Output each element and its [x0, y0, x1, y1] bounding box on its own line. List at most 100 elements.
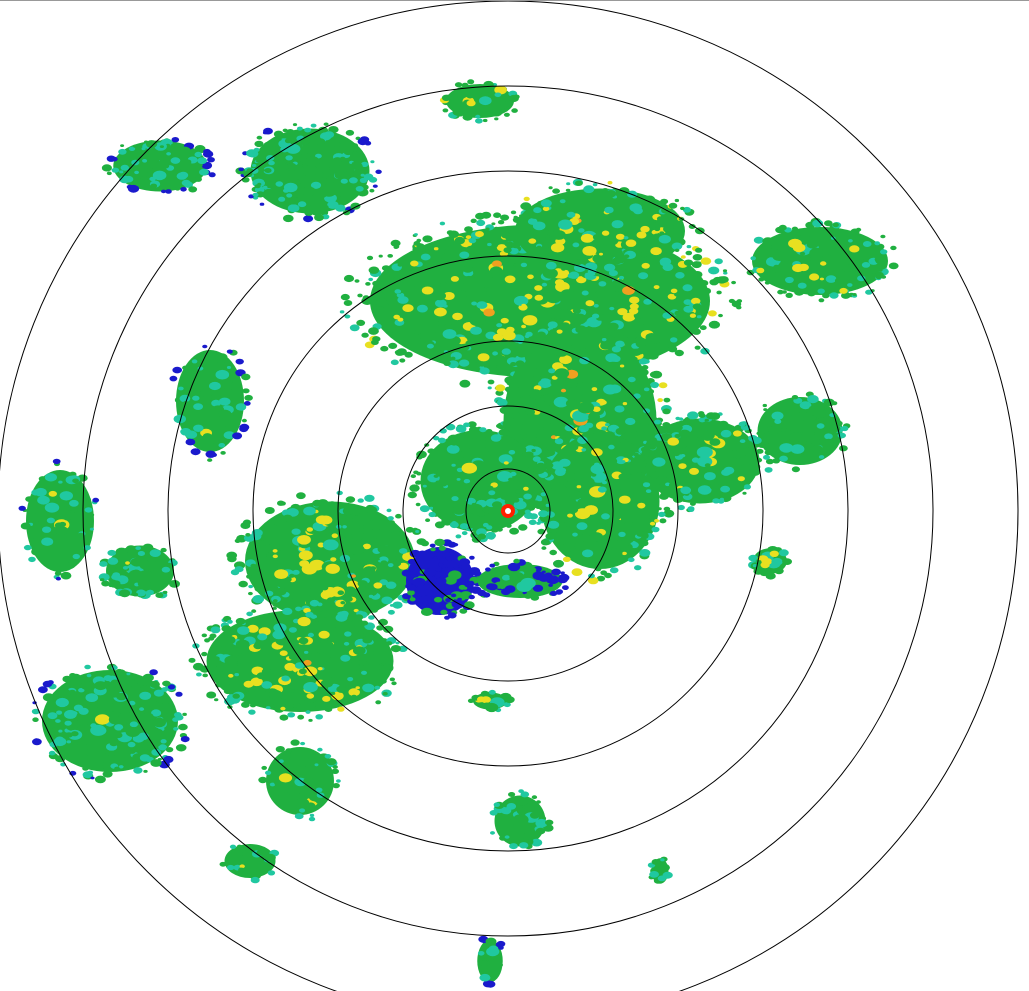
- echo-pixel: [751, 436, 762, 445]
- echo-pixel: [343, 274, 355, 283]
- echo-pixel: [809, 405, 816, 411]
- echo-pixel: [663, 397, 671, 403]
- echo-pixel: [390, 359, 399, 366]
- echo-pixel: [779, 443, 794, 453]
- echo-pixel: [607, 180, 613, 185]
- echo-pixel: [668, 202, 678, 209]
- echo-pixel: [627, 376, 636, 383]
- echo-pixel: [622, 312, 636, 322]
- echo-pixel: [229, 382, 241, 391]
- echo-pixel: [609, 306, 615, 311]
- echo-pixel: [736, 299, 743, 303]
- echo-pixel: [95, 714, 110, 725]
- echo-pixel: [42, 526, 52, 533]
- echo-pixel: [579, 356, 590, 365]
- echo-pixel: [477, 951, 485, 956]
- echo-pixel: [240, 522, 251, 529]
- echo-pixel: [517, 798, 529, 806]
- echo-pixel: [654, 519, 660, 523]
- echo-pixel: [407, 295, 414, 300]
- echo-pixel: [561, 267, 566, 271]
- echo-pixel: [292, 123, 298, 127]
- echo-pixel: [650, 370, 663, 379]
- echo-pixel: [443, 360, 451, 366]
- echo-pixel: [600, 341, 612, 350]
- echo-pixel: [193, 424, 204, 432]
- echo-pixel: [398, 562, 409, 570]
- echo-pixel: [284, 138, 292, 144]
- echo-pixel: [175, 166, 182, 171]
- echo-pixel: [419, 595, 432, 605]
- echo-pixel: [185, 430, 198, 439]
- echo-pixel: [269, 689, 283, 700]
- echo-pixel: [627, 557, 635, 563]
- echo-pixel: [640, 225, 650, 233]
- echo-pixel: [344, 631, 352, 637]
- echo-pixel: [404, 351, 413, 358]
- echo-pixel: [226, 366, 232, 369]
- echo-pixel: [479, 436, 487, 442]
- echo-pixel: [273, 159, 282, 165]
- echo-pixel: [489, 563, 496, 568]
- echo-pixel: [708, 320, 721, 329]
- echo-pixel: [167, 722, 175, 728]
- echo-pixel: [119, 170, 124, 174]
- echo-pixel: [330, 700, 338, 705]
- echo-pixel: [322, 695, 331, 702]
- echo-pixel: [362, 636, 373, 644]
- echo-pixel: [31, 489, 40, 496]
- echo-pixel: [477, 533, 486, 540]
- echo-pixel: [31, 547, 43, 556]
- echo-pixel: [539, 507, 545, 511]
- echo-pixel: [520, 202, 532, 211]
- echo-pixel: [346, 662, 360, 672]
- echo-pixel: [601, 236, 616, 246]
- echo-pixel: [504, 275, 516, 284]
- echo-pixel: [389, 677, 395, 682]
- echo-pixel: [812, 219, 824, 228]
- echo-pixel: [600, 400, 607, 405]
- echo-pixel: [501, 588, 511, 596]
- echo-pixel: [291, 131, 299, 137]
- echo-pixel: [42, 693, 55, 702]
- echo-pixel: [357, 580, 368, 588]
- echo-pixel: [464, 601, 475, 609]
- echo-pixel: [357, 498, 364, 503]
- echo-pixel: [55, 736, 65, 743]
- echo-pixel: [633, 312, 643, 319]
- echo-pixel: [211, 399, 221, 407]
- echo-pixel: [810, 431, 815, 436]
- echo-pixel: [585, 213, 597, 222]
- echo-pixel: [287, 162, 297, 170]
- echo-pixel: [530, 228, 535, 232]
- echo-pixel: [479, 367, 490, 375]
- echo-pixel: [532, 584, 544, 592]
- echo-pixel: [274, 136, 282, 142]
- echo-pixel: [592, 234, 602, 241]
- echo-pixel: [204, 398, 214, 405]
- echo-pixel: [510, 362, 517, 367]
- echo-pixel: [555, 337, 566, 345]
- echo-pixel: [706, 412, 717, 420]
- echo-pixel: [716, 276, 727, 284]
- echo-pixel: [114, 732, 123, 739]
- echo-pixel: [513, 94, 520, 99]
- echo-pixel: [473, 571, 482, 577]
- echo-pixel: [549, 329, 557, 335]
- echo-pixel: [292, 707, 299, 712]
- echo-pixel: [654, 226, 661, 232]
- echo-pixel: [397, 317, 404, 322]
- echo-pixel: [287, 204, 300, 213]
- echo-pixel: [723, 466, 735, 475]
- echo-pixel: [243, 401, 251, 406]
- echo-pixel: [708, 310, 717, 317]
- echo-pixel: [670, 337, 678, 343]
- echo-pixel: [234, 410, 243, 417]
- echo-pixel: [241, 418, 247, 423]
- echo-pixel: [238, 167, 244, 172]
- echo-pixel: [374, 685, 381, 690]
- echo-pixel: [141, 712, 154, 721]
- echo-pixel: [477, 696, 486, 703]
- echo-pixel: [336, 779, 341, 783]
- echo-pixel: [348, 688, 360, 697]
